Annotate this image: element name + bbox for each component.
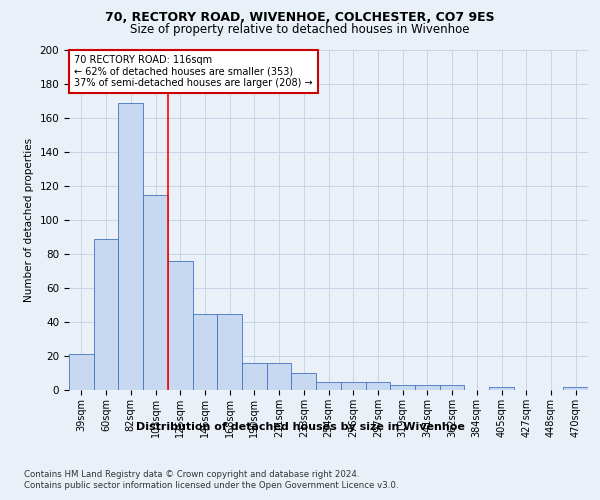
Y-axis label: Number of detached properties: Number of detached properties	[24, 138, 34, 302]
Text: Contains HM Land Registry data © Crown copyright and database right 2024.: Contains HM Land Registry data © Crown c…	[24, 470, 359, 479]
Bar	[193, 314, 217, 390]
Bar	[168, 261, 193, 390]
Text: Size of property relative to detached houses in Wivenhoe: Size of property relative to detached ho…	[130, 22, 470, 36]
Bar	[242, 363, 267, 390]
Bar	[69, 354, 94, 390]
Text: 70 RECTORY ROAD: 116sqm
← 62% of detached houses are smaller (353)
37% of semi-d: 70 RECTORY ROAD: 116sqm ← 62% of detache…	[74, 55, 313, 88]
Bar	[316, 382, 341, 390]
Bar	[118, 102, 143, 390]
Text: 70, RECTORY ROAD, WIVENHOE, COLCHESTER, CO7 9ES: 70, RECTORY ROAD, WIVENHOE, COLCHESTER, …	[105, 11, 495, 24]
Text: Distribution of detached houses by size in Wivenhoe: Distribution of detached houses by size …	[136, 422, 464, 432]
Bar	[440, 385, 464, 390]
Bar	[563, 386, 588, 390]
Bar	[267, 363, 292, 390]
Bar	[415, 385, 440, 390]
Bar	[489, 386, 514, 390]
Bar	[217, 314, 242, 390]
Bar	[94, 238, 118, 390]
Bar	[390, 385, 415, 390]
Bar	[143, 194, 168, 390]
Bar	[341, 382, 365, 390]
Bar	[365, 382, 390, 390]
Bar	[292, 373, 316, 390]
Text: Contains public sector information licensed under the Open Government Licence v3: Contains public sector information licen…	[24, 481, 398, 490]
